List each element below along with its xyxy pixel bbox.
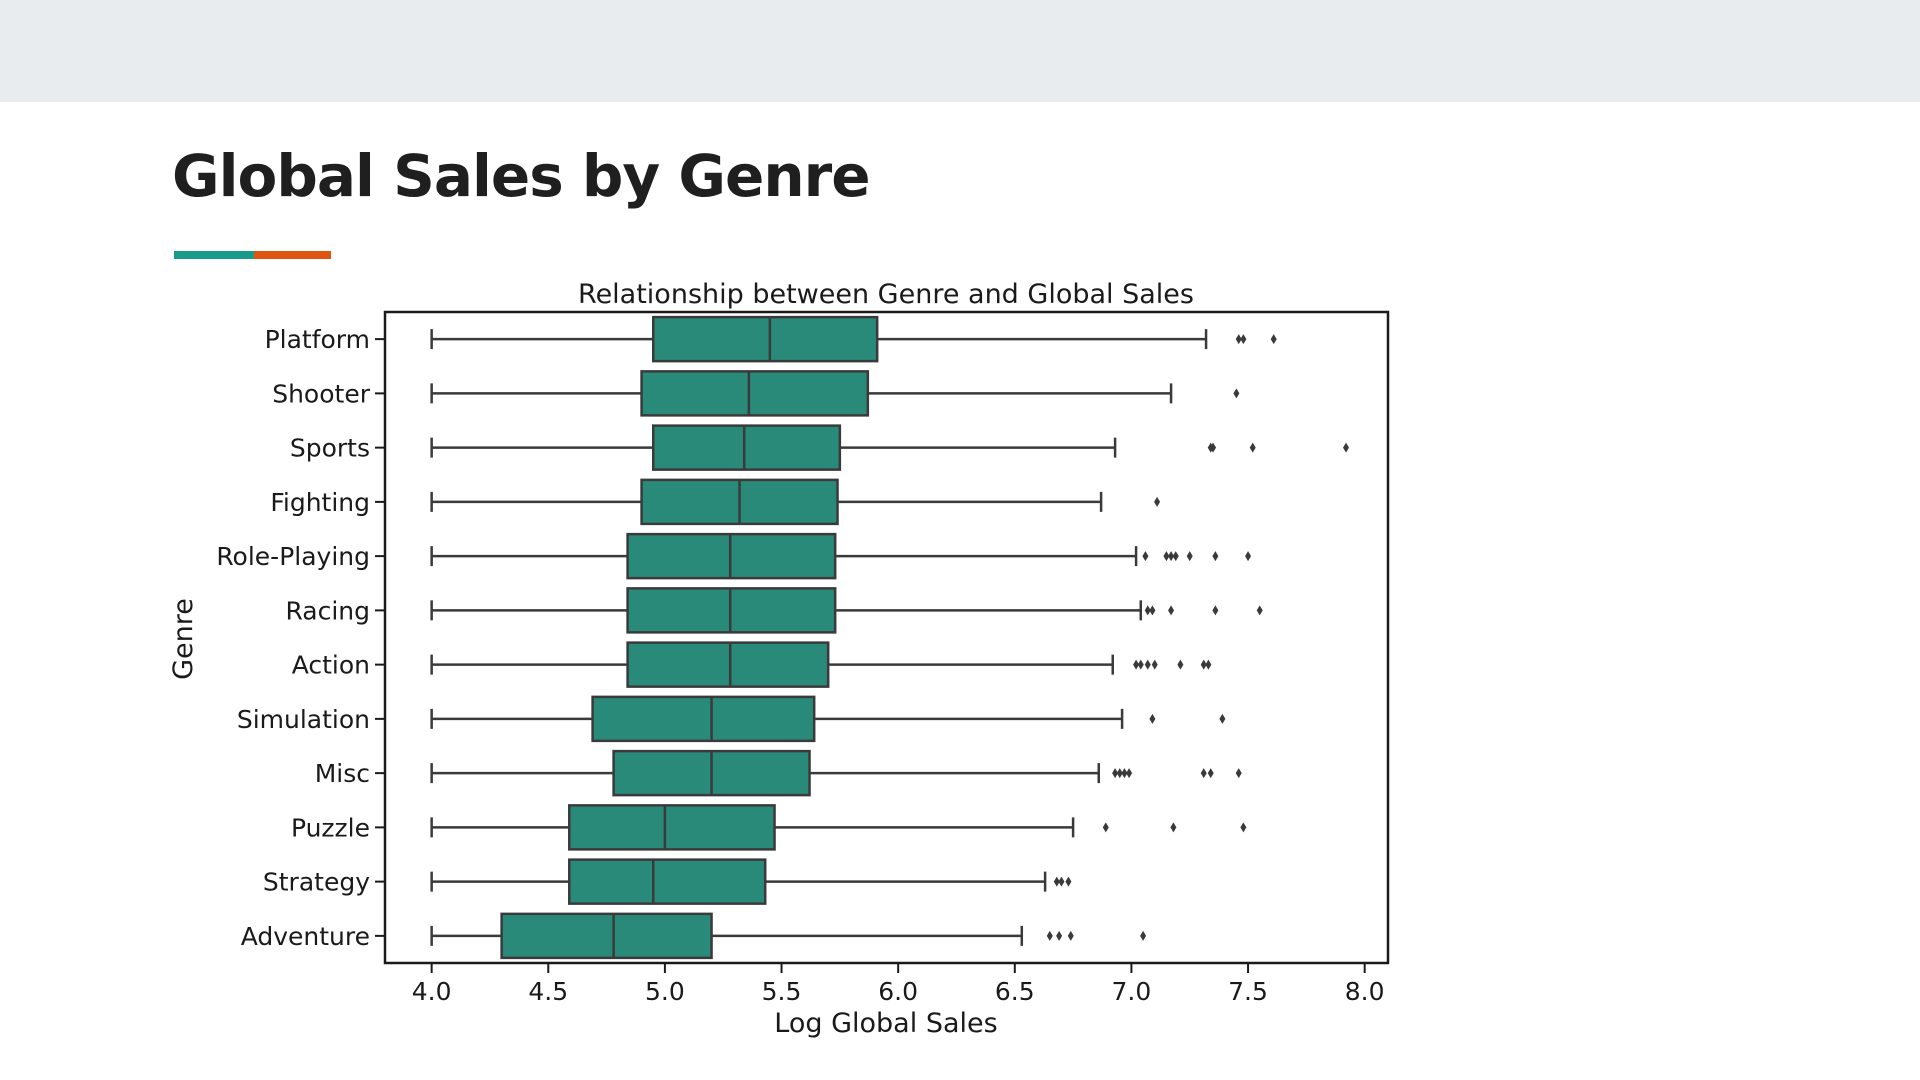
outlier-point [1058,876,1065,887]
box-simulation [591,695,816,743]
outlier-point [1126,768,1133,779]
outlier-point [1186,551,1193,562]
outlier-point [1168,551,1175,562]
outlier-point [1170,822,1177,833]
outlier-point [1172,551,1179,562]
box-puzzle [568,804,776,851]
title-accent-orange [254,251,331,259]
outlier-point [1144,605,1151,616]
outlier-point [1235,768,1242,779]
chart-title: Relationship between Genre and Global Sa… [578,279,1194,310]
x-tick-label: 4.5 [528,977,568,1006]
outlier-point [1210,442,1217,453]
outlier-point [1177,659,1184,670]
y-tick-label: Fighting [270,488,370,517]
box-strategy [568,858,767,905]
x-axis-label: Log Global Sales [774,1008,997,1039]
outlier-point [1121,768,1128,779]
y-tick-label: Misc [315,759,370,788]
outlier-point [1270,334,1277,345]
y-tick-label: Shooter [272,379,370,408]
outlier-point [1249,442,1256,453]
title-accent-teal [174,251,254,259]
y-tick-label: Puzzle [291,813,370,842]
outlier-point [1163,551,1170,562]
outlier-point [1144,659,1151,670]
slide-header-band [0,0,1920,102]
x-tick-label: 4.0 [412,977,452,1006]
outlier-point [1168,605,1175,616]
outlier-point [1219,713,1226,724]
outlier-point [1233,388,1240,399]
x-tick-label: 5.5 [762,977,802,1006]
x-tick-label: 8.0 [1345,977,1385,1006]
outlier-point [1140,930,1147,941]
outlier-point [1149,713,1156,724]
y-tick-label: Racing [285,596,370,625]
plot-area: 4.0 4.5 5.0 5.5 6.0 6.5 7.0 7.5 8.0 Platform Shoot… [216,315,1385,1006]
x-tick-label: 5.0 [645,977,685,1006]
outlier-point [1102,822,1109,833]
outlier-point [1067,930,1074,941]
outlier-point [1116,768,1123,779]
outlier-point [1205,659,1212,670]
outlier-point [1053,876,1060,887]
outlier-point [1065,876,1072,887]
y-tick-label: Adventure [241,922,370,951]
outlier-point [1200,659,1207,670]
outlier-point [1154,496,1161,507]
outlier-point [1256,605,1263,616]
outlier-point [1137,659,1144,670]
outlier-point [1245,551,1252,562]
outlier-point [1207,768,1214,779]
box-adventure [500,912,713,960]
y-tick-label: Action [292,651,370,680]
outlier-point [1212,551,1219,562]
outlier-point [1142,551,1149,562]
outlier-point [1149,605,1156,616]
y-tick-label: Sports [290,434,370,463]
box-sports [651,424,842,471]
box-platform [651,315,879,363]
x-tick-label: 7.0 [1112,977,1152,1006]
y-tick-label: Strategy [263,868,370,897]
outlier-point [1200,768,1207,779]
y-tick-label: Platform [265,325,370,354]
outlier-point [1133,659,1140,670]
outlier-point [1112,768,1119,779]
x-tick-label: 7.5 [1228,977,1268,1006]
outlier-point [1240,334,1247,345]
outlier-point [1240,822,1247,833]
outlier-point [1343,442,1350,453]
slide-title: Global Sales by Genre [172,142,871,210]
x-tick-label: 6.5 [995,977,1035,1006]
plot-frame [383,310,1390,965]
outlier-point [1151,659,1158,670]
outlier-point [1235,334,1242,345]
box-action [626,641,830,688]
y-tick-label: Role-Playing [216,542,370,571]
box-shooter [640,370,870,417]
x-tick-label: 6.0 [878,977,918,1006]
outlier-point [1212,605,1219,616]
outlier-point [1046,930,1053,941]
y-tick-label: Simulation [237,705,370,734]
outlier-point [1056,930,1063,941]
y-axis-label: Genre [168,598,199,680]
